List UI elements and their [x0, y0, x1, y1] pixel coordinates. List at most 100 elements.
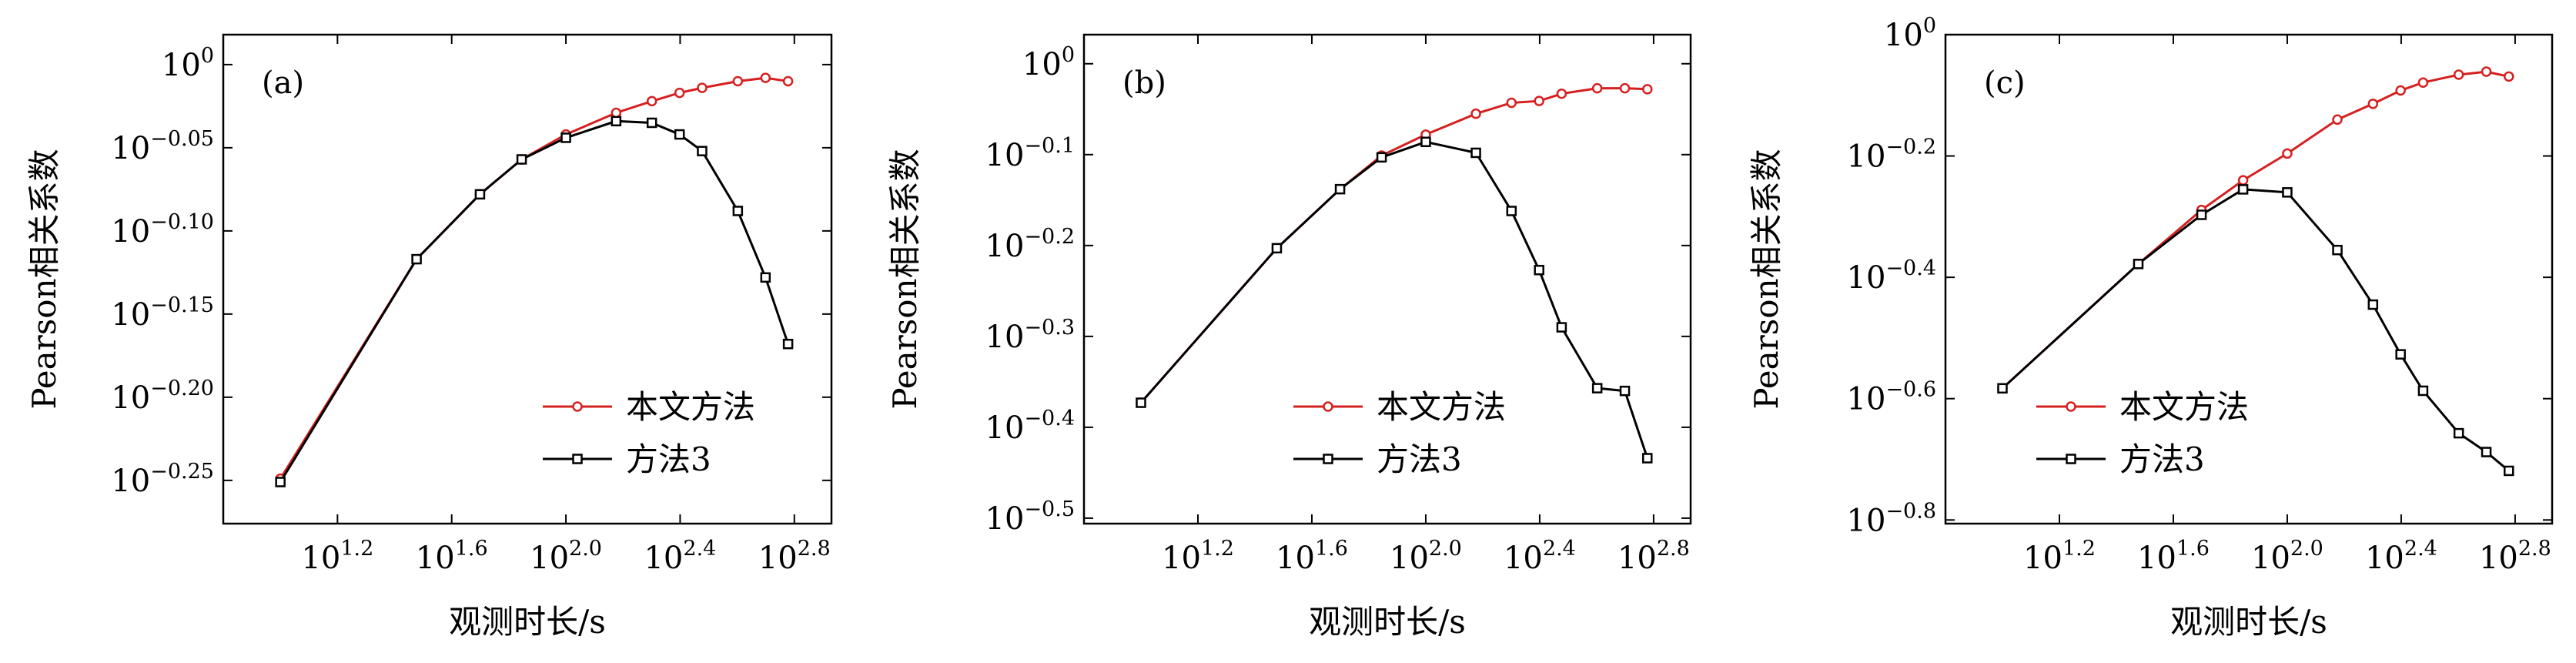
y-tick-label-base: 10: [1847, 260, 1886, 296]
x-tick-label-exp: 1.6: [455, 537, 488, 561]
data-point-square: [1271, 243, 1283, 254]
x-tick-label-base: 10: [530, 541, 569, 576]
data-point-square: [1420, 136, 1431, 148]
data-point-square: [2453, 427, 2464, 439]
data-point-square: [1376, 152, 1387, 163]
y-tick-label-base: 10: [985, 229, 1025, 264]
x-tick-label-exp: 2.0: [2290, 537, 2323, 561]
y-tick-label: 10−0.4: [1847, 256, 1936, 296]
data-point-square: [516, 154, 527, 165]
x-tick-label-exp: 1.2: [2062, 537, 2096, 561]
legend-label: 本文方法: [1377, 388, 1506, 426]
y-tick-label: 10−0.05: [111, 127, 214, 166]
data-point-square: [1534, 264, 1544, 276]
x-tick-label: 101.6: [416, 537, 488, 576]
y-tick-label-base: 10: [111, 131, 150, 166]
x-tick-label: 101.2: [2023, 537, 2096, 576]
data-point-circle: [2504, 71, 2514, 82]
x-tick-label: 102.8: [758, 537, 831, 576]
y-tick-label-base: 10: [985, 501, 1025, 537]
x-tick-label-base: 10: [2251, 541, 2290, 576]
panel-c: 101.2 101.6 102.0 102.4 102.810010−0.210−0.4…: [1748, 14, 2554, 641]
x-tick-label-base: 10: [1390, 541, 1429, 576]
data-point-square: [760, 272, 771, 283]
y-tick-label-base: 10: [985, 410, 1025, 446]
x-tick-label-exp: 2.8: [1657, 537, 1690, 561]
data-point-circle: [1506, 97, 1517, 109]
data-point-circle: [2237, 175, 2249, 186]
legend-marker-square: [572, 454, 583, 464]
y-tick-label-base: 10: [1884, 18, 1923, 53]
legend-marker-circle: [1323, 401, 1333, 412]
data-point-square: [275, 477, 286, 487]
x-tick-label-exp: 1.2: [1201, 537, 1234, 561]
data-point-circle: [697, 82, 708, 93]
y-tick-label-base: 10: [111, 297, 150, 333]
data-point-square: [1619, 385, 1631, 397]
y-tick-label-exp: −0.05: [150, 127, 214, 151]
data-point-square: [1642, 453, 1653, 464]
legend-label: 方法3: [626, 440, 711, 478]
x-tick-label-base: 10: [301, 541, 340, 576]
series-line-method3: [279, 119, 790, 483]
y-tick-label-base: 10: [162, 48, 201, 83]
x-tick-label-exp: 2.4: [683, 537, 716, 561]
x-tick-label: 102.4: [644, 537, 716, 576]
y-axis-title: Pearson相关系数: [1748, 149, 1785, 409]
data-point-square: [1591, 383, 1603, 393]
y-tick-label: 10−0.5: [985, 497, 1075, 537]
y-tick-label: 10−0.2: [985, 225, 1075, 264]
data-point-square: [2133, 259, 2144, 270]
x-tick-label: 101.6: [2137, 537, 2210, 576]
x-tick-label-exp: 2.4: [1543, 537, 1576, 561]
data-point-circle: [782, 75, 794, 87]
legend-marker-circle: [572, 401, 583, 412]
panel-b: 101.2 101.6 102.0 102.4 102.810010−0.110−0.2…: [886, 33, 1692, 641]
x-tick-label-base: 10: [1162, 541, 1201, 576]
data-point-square: [1556, 322, 1567, 333]
y-tick-label-exp: −0.6: [1885, 378, 1936, 402]
x-tick-label-exp: 2.8: [2518, 537, 2551, 561]
y-tick-label-base: 10: [985, 138, 1025, 173]
x-tick-label-exp: 2.4: [2404, 537, 2437, 561]
legend-marker-square: [1323, 454, 1333, 464]
data-point-circle: [646, 95, 657, 107]
x-tick-label: 102.0: [2251, 537, 2323, 576]
y-tick-label-exp: −0.15: [150, 293, 214, 317]
y-tick-label-exp: −0.4: [1885, 256, 1936, 280]
y-tick-label: 10−0.3: [985, 316, 1075, 355]
x-tick-label: 102.4: [1504, 537, 1576, 576]
y-tick-label: 10−0.8: [1847, 499, 1936, 538]
panel-label: (a): [262, 65, 304, 101]
data-point-square: [1334, 183, 1346, 195]
panel-a: 101.2 101.6 102.0 102.4 102.810010−0.0510−0.…: [25, 33, 833, 641]
data-point-circle: [1534, 95, 1544, 106]
x-tick-label-base: 10: [416, 541, 455, 576]
data-point-circle: [1642, 84, 1653, 95]
y-tick-label-exp: −0.5: [1024, 497, 1075, 521]
data-point-circle: [760, 72, 771, 83]
panel-label: (c): [1984, 65, 2026, 101]
y-axis-title: Pearson相关系数: [25, 149, 63, 409]
legend-marker-square: [2066, 454, 2076, 464]
data-point-square: [2481, 447, 2492, 457]
y-tick-label-exp: −0.8: [1885, 499, 1936, 523]
y-tick-label-base: 10: [111, 380, 150, 416]
y-tick-label: 10−0.1: [985, 134, 1075, 173]
x-axis-title: 观测时长/s: [1309, 603, 1466, 641]
y-tick-label: 10−0.15: [111, 293, 214, 333]
series-line-ours: [2001, 70, 2510, 390]
y-tick-label: 10−0.6: [1847, 378, 1936, 417]
y-tick-label-base: 10: [1847, 382, 1886, 417]
legend-label: 本文方法: [2119, 388, 2249, 426]
data-point-square: [732, 206, 744, 216]
x-tick-label-exp: 2.8: [798, 537, 831, 561]
y-tick-label: 10−0.10: [111, 210, 214, 249]
x-tick-label: 101.2: [1162, 537, 1234, 576]
data-point-square: [1470, 147, 1481, 159]
plot-frame: [222, 33, 833, 525]
y-tick-label-exp: −0.3: [1024, 316, 1075, 340]
data-point-circle: [1556, 88, 1567, 99]
